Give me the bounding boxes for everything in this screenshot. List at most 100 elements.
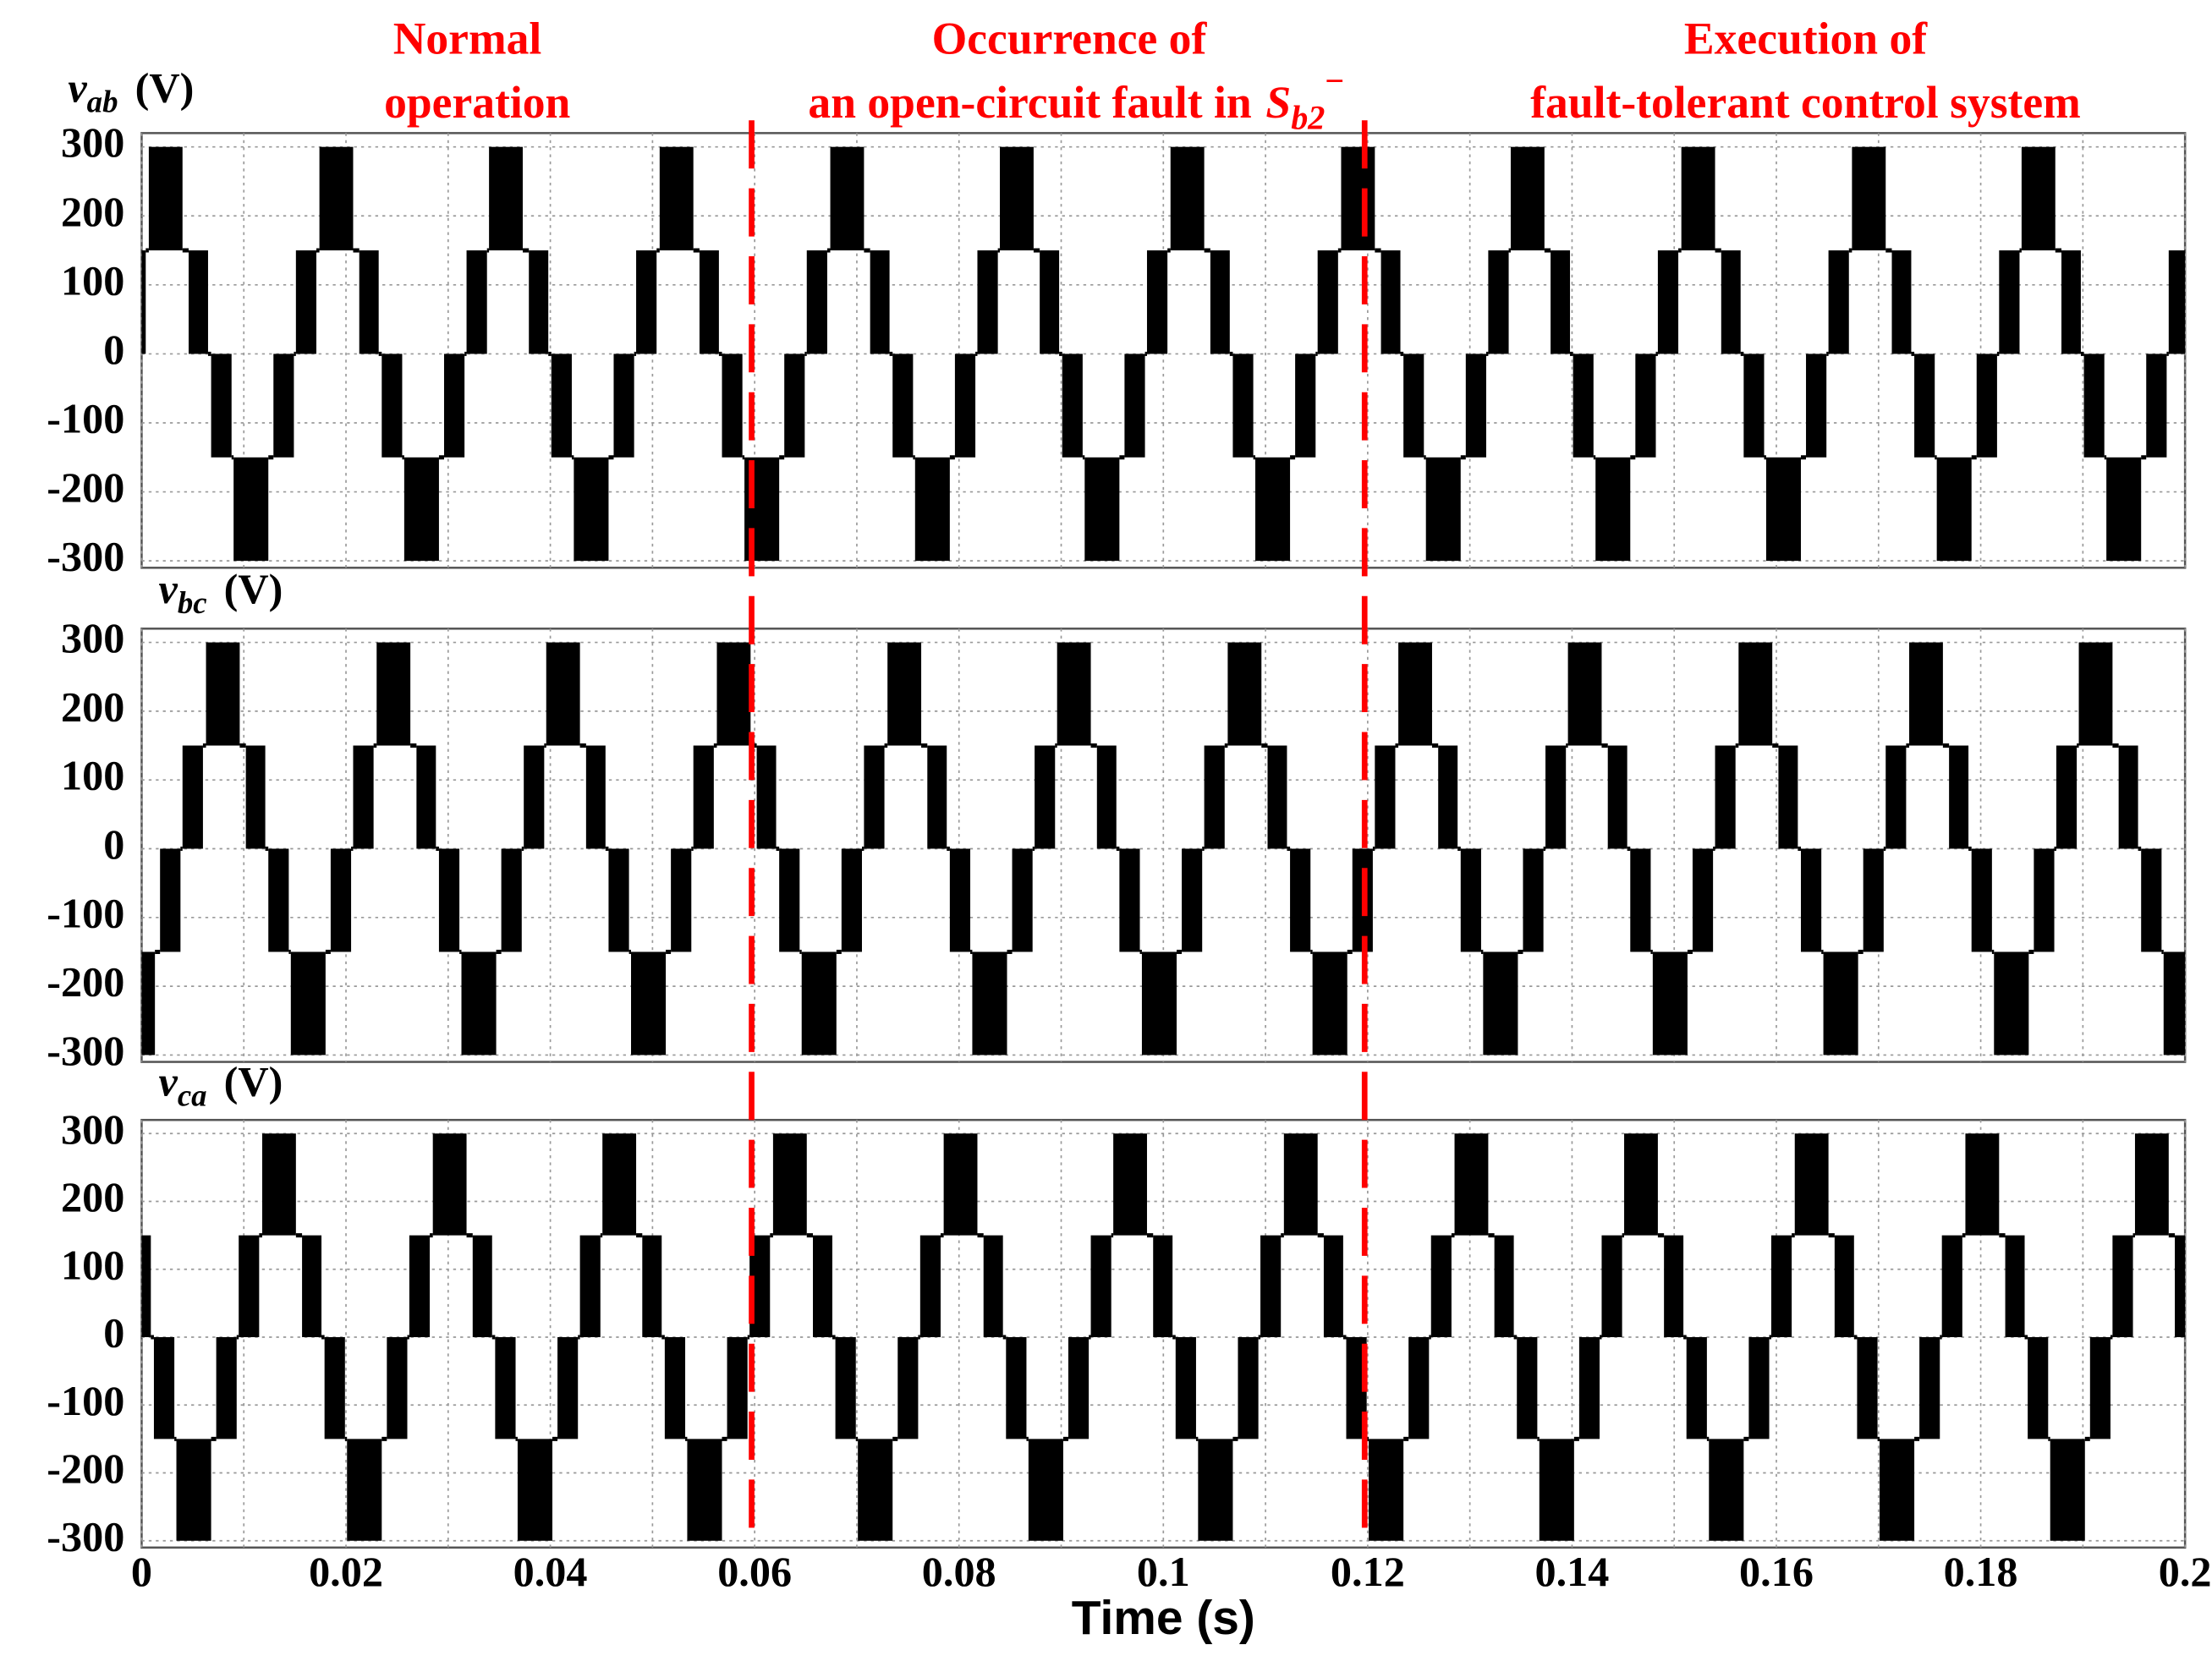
y-tick-label: 200	[61, 1173, 124, 1220]
pwm-band	[977, 250, 998, 354]
pwm-band	[2134, 1133, 2169, 1236]
pwm-band	[2175, 1235, 2186, 1337]
annotation: fault-tolerant control system	[1530, 77, 2081, 128]
pwm-band	[1141, 951, 1177, 1056]
pwm-band	[1909, 642, 1943, 746]
y-axis-label: vab (V)	[68, 64, 194, 119]
pwm-band	[1323, 1235, 1343, 1337]
pwm-band	[693, 745, 714, 849]
annotation-superscript: −	[1325, 62, 1344, 100]
y-label-symbol: v	[159, 565, 178, 612]
pwm-band	[546, 642, 580, 746]
pwm-band	[772, 1133, 807, 1236]
pwm-band	[2028, 1336, 2049, 1439]
pwm-band	[189, 250, 208, 354]
pwm-band	[2118, 745, 2138, 849]
y-tick-label: -200	[47, 1445, 124, 1492]
pwm-band	[636, 250, 657, 354]
x-tick-label: 0	[131, 1548, 152, 1595]
pwm-band	[347, 1439, 382, 1541]
pwm-band	[671, 848, 692, 952]
pwm-band	[1681, 146, 1715, 251]
pwm-band	[1709, 1439, 1744, 1541]
pwm-band	[2168, 250, 2186, 354]
pwm-band	[1567, 642, 1602, 746]
pwm-band	[1748, 1336, 1770, 1439]
pwm-band	[245, 745, 266, 849]
pwm-band	[2034, 848, 2055, 952]
pwm-band	[813, 1235, 832, 1337]
pwm-band	[1545, 745, 1567, 849]
pwm-band	[972, 951, 1007, 1056]
pwm-band	[897, 1336, 919, 1439]
pwm-band	[870, 250, 890, 354]
pwm-band	[716, 642, 751, 746]
pwm-band	[1057, 642, 1091, 746]
pwm-band	[613, 354, 634, 458]
pwm-band	[949, 848, 971, 952]
x-tick-label: 0.16	[1739, 1548, 1814, 1595]
pwm-band	[608, 848, 629, 952]
pwm-band	[1438, 745, 1458, 849]
pwm-band	[1686, 1336, 1707, 1439]
pwm-band	[461, 951, 497, 1056]
pwm-band	[806, 250, 827, 354]
y-tick-label: 300	[61, 1105, 124, 1153]
pwm-band	[1857, 1336, 1878, 1439]
pwm-band	[489, 146, 523, 251]
x-tick-label: 0.1	[1137, 1548, 1190, 1595]
pwm-band	[1119, 848, 1140, 952]
pwm-band	[1880, 1439, 1915, 1541]
pwm-band	[403, 457, 439, 562]
pwm-band	[1630, 848, 1651, 952]
pwm-band	[1770, 1235, 1792, 1337]
pwm-band	[1800, 848, 1822, 952]
pwm-band	[2056, 745, 2078, 849]
pwm-band	[943, 1133, 978, 1236]
pwm-band	[1369, 1439, 1404, 1541]
pwm-band	[722, 354, 743, 458]
pwm-band	[1523, 848, 1544, 952]
annotation: an open-circuit fault in Sb2−	[808, 62, 1344, 137]
pwm-band	[835, 1336, 856, 1439]
y-tick-label: 0	[103, 1309, 124, 1357]
pwm-band	[1317, 250, 1338, 354]
pwm-band	[2005, 1235, 2025, 1337]
pwm-band	[2106, 457, 2142, 562]
pwm-band	[1182, 848, 1203, 952]
pwm-band	[1198, 1439, 1233, 1541]
pwm-band	[1028, 1439, 1063, 1541]
pwm-band	[1096, 745, 1117, 849]
pwm-band	[1494, 1235, 1514, 1337]
pwm-band	[1539, 1439, 1574, 1541]
pwm-band	[443, 354, 465, 458]
pwm-band	[1312, 951, 1348, 1056]
pwm-band	[1290, 848, 1311, 952]
y-tick-label: -300	[47, 1027, 124, 1074]
pwm-band	[2083, 354, 2105, 458]
pwm-band	[551, 354, 572, 458]
pwm-band	[2146, 354, 2167, 458]
pwm-band	[1006, 1336, 1027, 1439]
pwm-band	[529, 250, 549, 354]
pwm-band	[160, 848, 181, 952]
pwm-band	[927, 745, 947, 849]
pwm-band	[1891, 250, 1912, 354]
pwm-band	[1971, 848, 1992, 952]
pwm-band	[914, 457, 950, 562]
y-tick-label: 100	[61, 1241, 124, 1288]
pwm-band	[1517, 1336, 1538, 1439]
pwm-band	[1062, 354, 1083, 458]
pwm-band	[376, 642, 411, 746]
pwm-band	[2163, 951, 2186, 1056]
pwm-band	[1657, 250, 1679, 354]
pwm-band	[784, 354, 805, 458]
pwm-band	[1885, 745, 1907, 849]
y-tick-label: 0	[103, 326, 124, 373]
pwm-band	[664, 1336, 686, 1439]
pwm-band	[295, 250, 316, 354]
y-tick-label: -300	[47, 1512, 124, 1560]
pwm-band	[1068, 1336, 1090, 1439]
